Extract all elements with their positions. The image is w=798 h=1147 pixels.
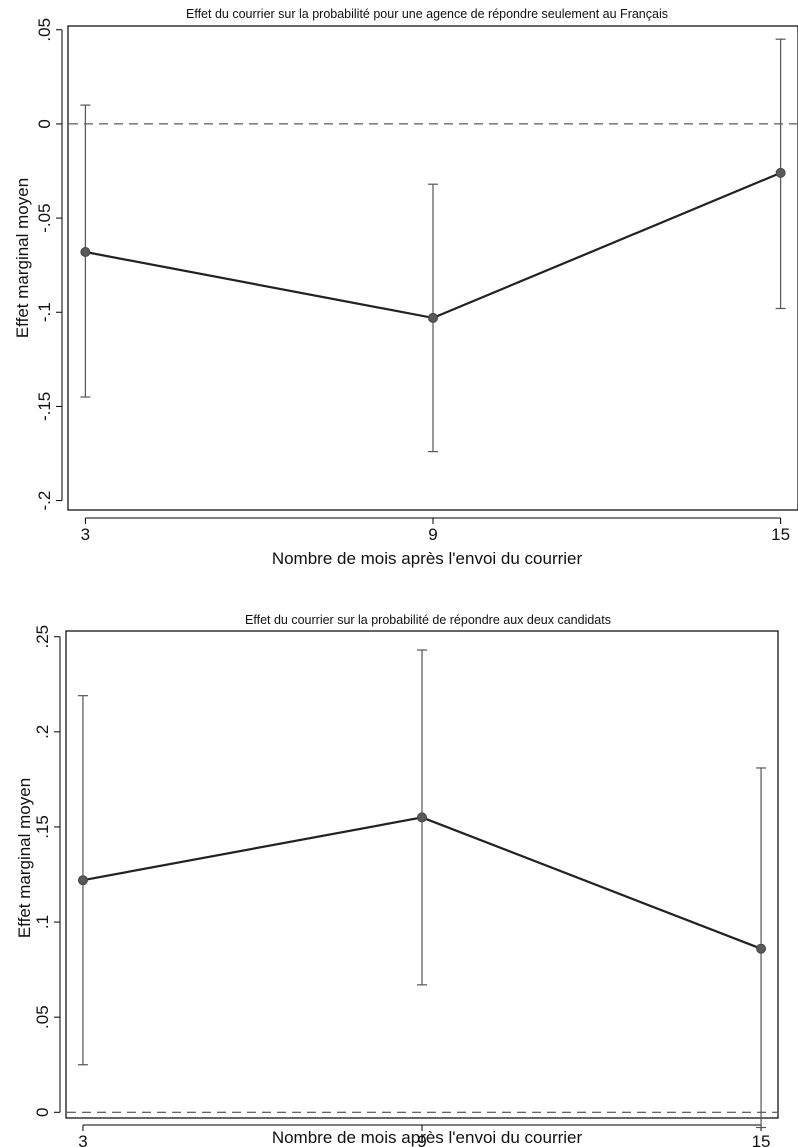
chart-2-title: Effet du courrier sur la probabilité de … xyxy=(245,613,611,627)
chart-2-y-tick-label: 0 xyxy=(33,1108,52,1117)
chart-1-y-tick-label: -.1 xyxy=(35,302,54,322)
chart-2-y-tick-label: .2 xyxy=(33,725,52,739)
chart-1-plot-area xyxy=(67,25,798,511)
chart-1-y-tick-label: 0 xyxy=(35,119,54,128)
chart-2-x-tick-label: 3 xyxy=(78,1132,87,1147)
chart-1-data-point xyxy=(428,312,438,323)
chart-2-x-axis-title: Nombre de mois après l'envoi du courrier xyxy=(272,1128,583,1147)
chart-1-svg: Effet du courrier sur la probabilité pou… xyxy=(13,7,798,568)
chart-2-y-tick-label: .05 xyxy=(33,1005,52,1029)
chart-1-data-point xyxy=(775,167,786,178)
chart-2-x-tick-label: 9 xyxy=(417,1132,426,1147)
chart-2-data-point xyxy=(756,943,767,954)
chart-1-y-tick-label: .05 xyxy=(35,18,54,42)
chart-2-x-tick-label: 15 xyxy=(752,1132,771,1147)
chart-panel-1: Effet du courrier sur la probabilité pou… xyxy=(13,7,798,568)
chart-1-x-tick-label: 3 xyxy=(81,525,90,544)
chart-1-title: Effet du courrier sur la probabilité pou… xyxy=(186,7,668,21)
chart-2-y-tick-label: .25 xyxy=(33,625,52,649)
chart-1-y-tick-label: -.05 xyxy=(35,203,54,232)
chart-1-y-axis-title: Effet marginal moyen xyxy=(13,178,32,338)
chart-2-svg: Effet du courrier sur la probabilité de … xyxy=(15,613,779,1147)
chart-2-y-tick-label: .1 xyxy=(33,915,52,929)
chart-1-y-tick-label: -.2 xyxy=(35,491,54,511)
chart-2-content: .25 .2 .15 .1 .05 0 3 9 15 xyxy=(33,625,777,1147)
chart-2-plot-area xyxy=(65,630,779,1119)
chart-1-data-point xyxy=(80,246,91,257)
chart-1-x-tick-label: 15 xyxy=(771,525,790,544)
chart-panel-2: Effet du courrier sur la probabilité de … xyxy=(0,580,798,1147)
chart-2-y-tick-label: .15 xyxy=(33,815,52,839)
chart-1-x-tick-label: 9 xyxy=(428,525,437,544)
chart-1-x-axis-title: Nombre de mois après l'envoi du courrier xyxy=(272,549,583,568)
chart-2-y-axis-title: Effet marginal moyen xyxy=(15,778,34,938)
chart-1-y-tick-label: -.15 xyxy=(35,392,54,421)
chart-2-data-point xyxy=(77,875,88,886)
chart-1-content: .05 0 -.05 -.1 -.15 -.2 3 9 15 xyxy=(35,18,797,544)
chart-2-data-point xyxy=(417,812,427,823)
